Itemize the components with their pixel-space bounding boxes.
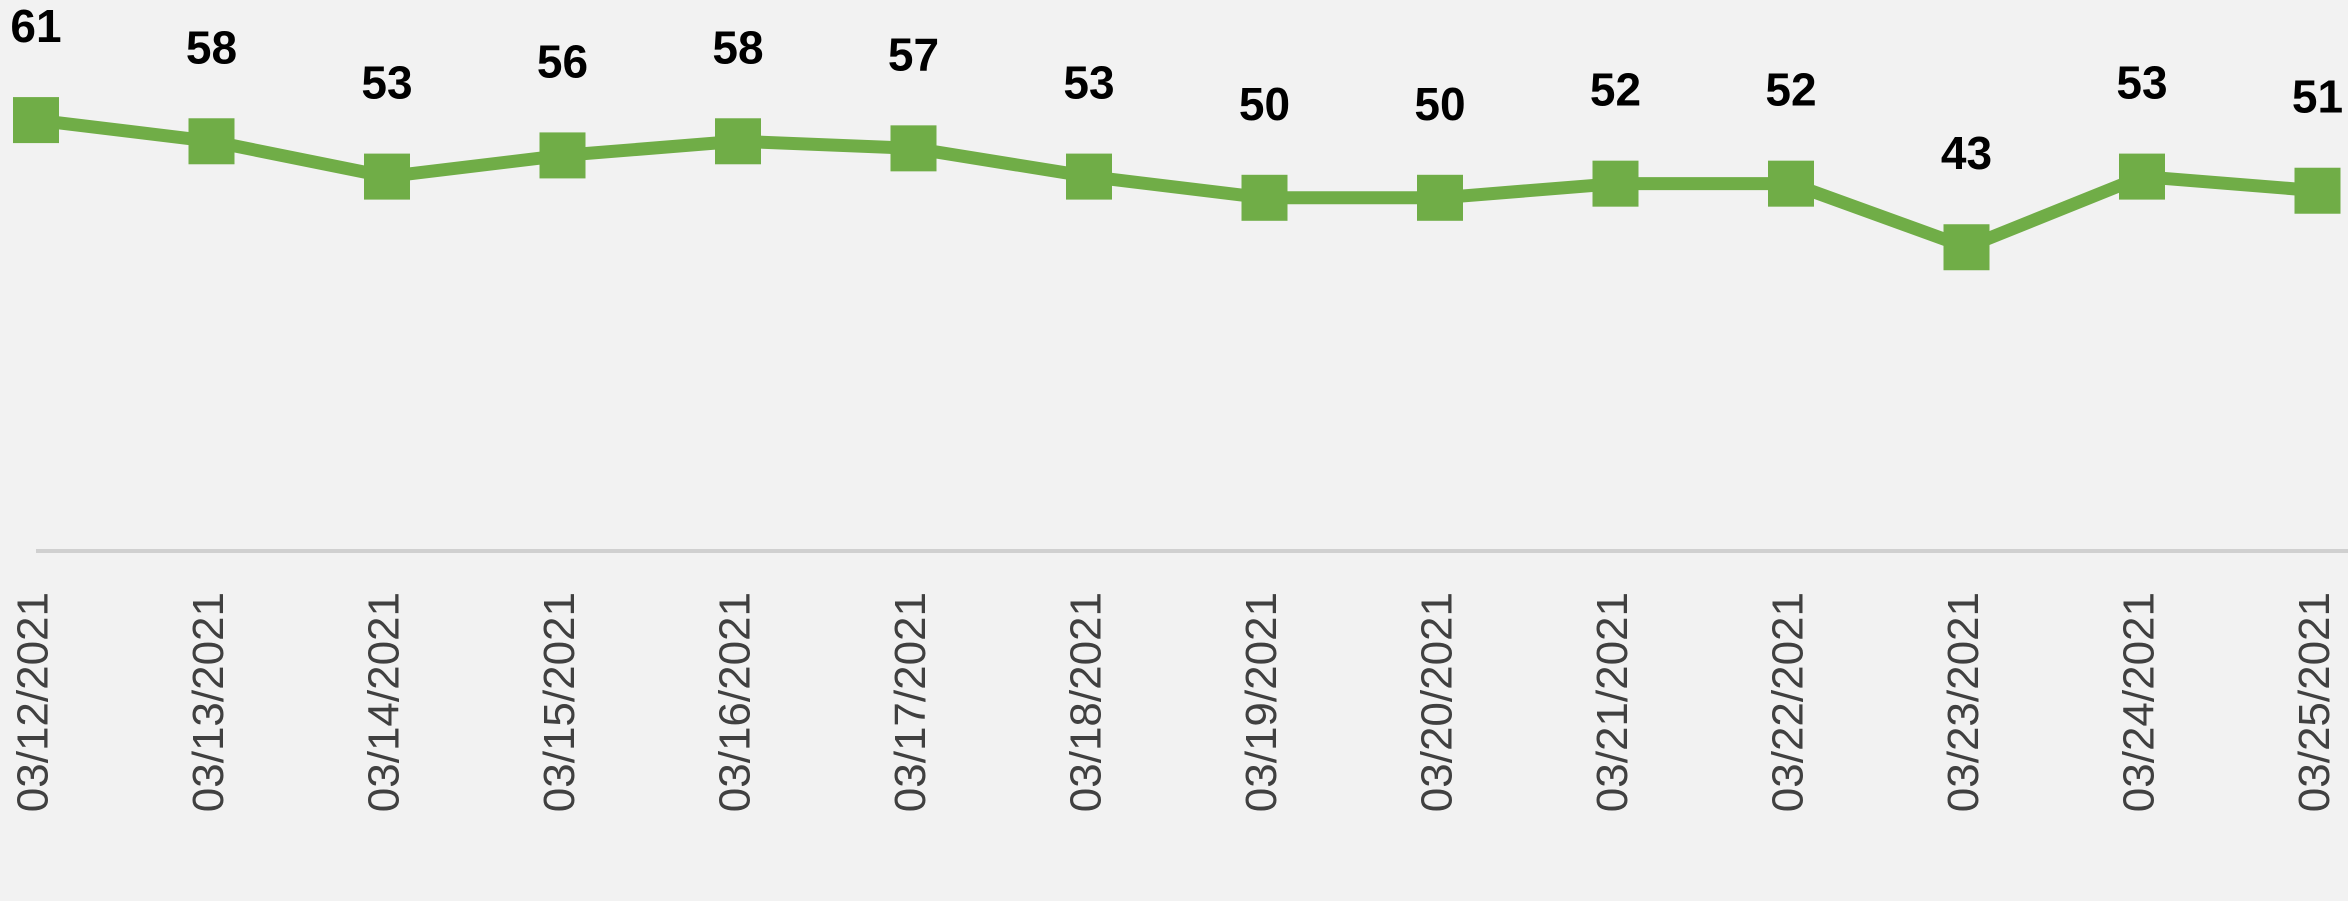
value-label: 53	[361, 57, 412, 109]
value-label: 58	[712, 21, 763, 73]
x-tick-label: 03/21/2021	[1588, 592, 1637, 812]
marker	[364, 153, 410, 200]
value-label: 52	[1765, 64, 1816, 116]
marker	[715, 118, 761, 165]
x-tick-label: 03/24/2021	[2115, 592, 2164, 812]
x-tick-label: 03/14/2021	[360, 592, 409, 812]
marker	[1768, 160, 1814, 207]
x-tick-label: 03/20/2021	[1413, 592, 1462, 812]
x-tick-label: 03/15/2021	[535, 592, 584, 812]
line	[35, 113, 2319, 254]
marker	[13, 97, 59, 144]
value-label: 56	[537, 35, 588, 87]
value-label: 52	[1590, 64, 1641, 116]
marker	[890, 125, 937, 172]
x-tick-label: 03/18/2021	[1062, 592, 1111, 812]
marker	[1943, 224, 1990, 271]
value-label: 51	[2292, 71, 2343, 123]
x-tick-label: 03/12/2021	[9, 592, 58, 812]
x-tick-label: 03/25/2021	[2290, 592, 2339, 812]
marker	[539, 132, 586, 179]
value-label: 50	[1414, 78, 1465, 130]
marker	[1066, 153, 1112, 200]
x-tick-label: 03/17/2021	[886, 592, 935, 812]
x-tick-label: 03/22/2021	[1764, 592, 1813, 812]
marker	[2119, 153, 2165, 200]
value-label: 50	[1239, 78, 1290, 130]
x-tick-label: 03/16/2021	[711, 592, 760, 812]
marker	[1241, 174, 1288, 221]
x-tick-label: 03/13/2021	[184, 592, 233, 812]
value-label: 53	[2116, 57, 2167, 109]
x-tick-label: 03/19/2021	[1237, 592, 1286, 812]
marker	[2294, 167, 2341, 214]
value-label: 58	[186, 21, 237, 73]
value-label: 61	[10, 0, 61, 52]
marker	[1592, 160, 1639, 207]
value-label: 53	[1063, 57, 1114, 109]
marker	[188, 118, 235, 165]
value-label: 43	[1941, 127, 1992, 179]
x-tick-label: 03/23/2021	[1939, 592, 1988, 812]
value-label: 57	[888, 28, 939, 80]
marker	[1417, 174, 1463, 221]
